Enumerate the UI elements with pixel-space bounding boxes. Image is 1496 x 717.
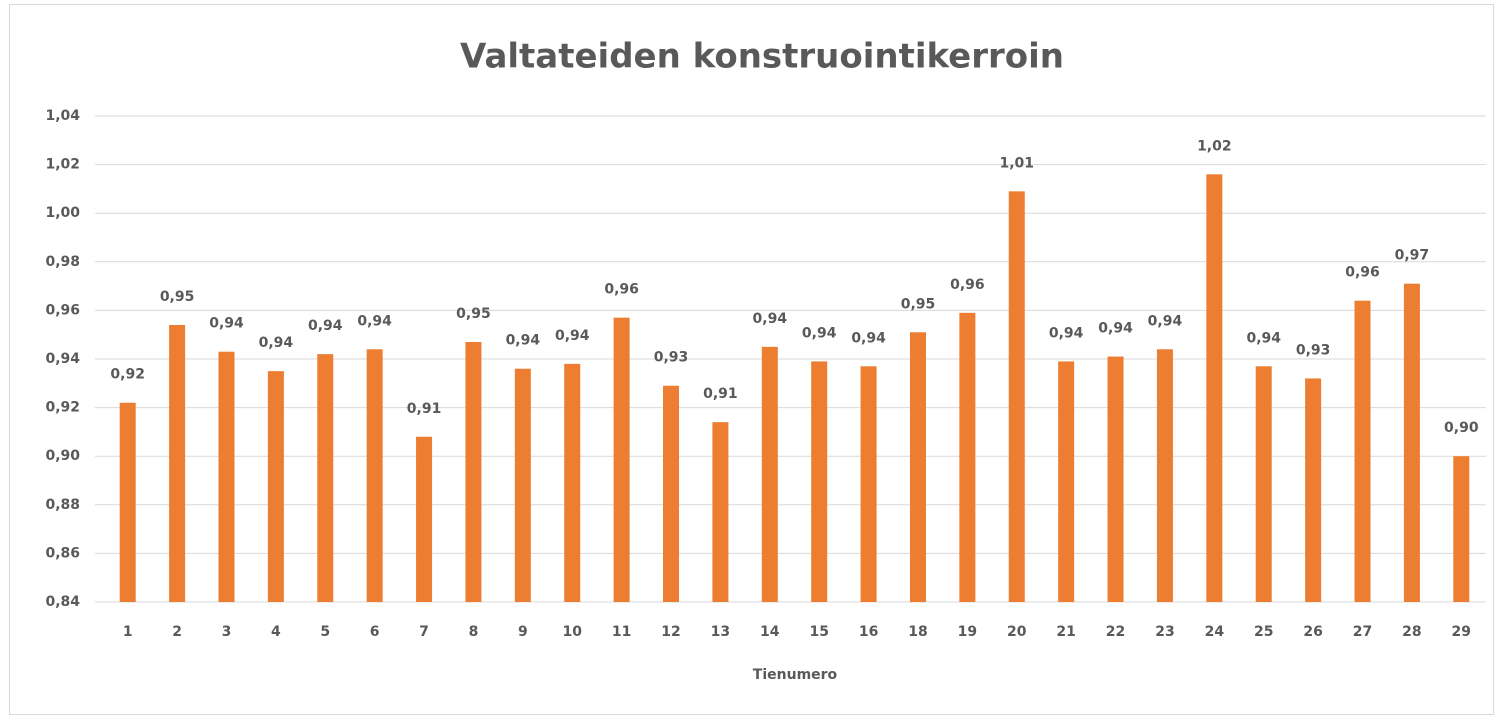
- y-tick-label: 0,90: [45, 448, 80, 464]
- x-tick-label: 9: [518, 624, 528, 640]
- y-tick-label: 0,98: [45, 254, 80, 270]
- bar: [514, 368, 531, 602]
- x-tick-label: 14: [760, 624, 780, 640]
- data-label: 0,94: [259, 335, 294, 351]
- x-tick-label: 22: [1106, 624, 1125, 640]
- data-label: 1,02: [1197, 138, 1232, 154]
- bar: [218, 351, 235, 602]
- data-label: 0,94: [357, 313, 392, 329]
- data-label: 0,96: [950, 277, 985, 293]
- y-tick-label: 0,92: [45, 400, 80, 416]
- x-tick-label: 21: [1056, 624, 1075, 640]
- data-label: 0,96: [604, 282, 639, 298]
- bar: [909, 332, 926, 602]
- data-label: 0,96: [1345, 265, 1380, 281]
- bar: [465, 341, 482, 602]
- bar: [761, 346, 778, 602]
- x-tick-label: 15: [809, 624, 828, 640]
- data-label: 0,90: [1444, 420, 1479, 436]
- data-label: 0,93: [654, 350, 689, 366]
- x-tick-label: 20: [1007, 624, 1027, 640]
- x-tick-label: 5: [320, 624, 330, 640]
- data-label: 0,94: [1148, 313, 1183, 329]
- data-label: 1,01: [999, 155, 1034, 171]
- data-label: 0,94: [1098, 321, 1133, 337]
- x-tick-label: 10: [562, 624, 582, 640]
- bar: [416, 436, 433, 602]
- x-tick-label: 26: [1303, 624, 1322, 640]
- y-tick-label: 1,04: [45, 108, 80, 124]
- x-tick-label: 23: [1155, 624, 1174, 640]
- x-tick-label: 6: [370, 624, 380, 640]
- bar: [613, 317, 630, 602]
- x-tick-label: 8: [469, 624, 479, 640]
- bar: [317, 354, 334, 602]
- x-tick-label: 13: [711, 624, 730, 640]
- x-axis-label: Tienumero: [753, 667, 838, 683]
- bar: [1206, 174, 1223, 602]
- data-label: 0,94: [753, 311, 788, 327]
- data-label: 0,94: [209, 316, 244, 332]
- y-tick-label: 0,84: [45, 594, 80, 610]
- x-tick-label: 29: [1452, 624, 1471, 640]
- bar: [1008, 191, 1025, 602]
- data-label: 0,94: [555, 328, 590, 344]
- x-tick-label: 27: [1353, 624, 1372, 640]
- bar: [1107, 356, 1124, 602]
- x-tick-label: 1: [123, 624, 133, 640]
- bar: [860, 366, 877, 602]
- chart-title: Valtateiden konstruointikerroin: [460, 37, 1064, 77]
- x-tick-label: 16: [859, 624, 878, 640]
- bar: [1453, 456, 1470, 602]
- data-label: 0,93: [1296, 342, 1331, 358]
- y-tick-label: 0,96: [45, 302, 80, 318]
- bar: [366, 349, 383, 602]
- data-label: 0,95: [160, 289, 195, 305]
- data-label: 0,94: [851, 330, 886, 346]
- data-label: 0,94: [802, 325, 837, 341]
- bar: [1255, 366, 1272, 602]
- bar: [119, 402, 136, 602]
- data-label: 0,92: [110, 367, 145, 383]
- data-label: 0,94: [308, 318, 343, 334]
- data-label: 0,97: [1395, 248, 1430, 264]
- y-tick-label: 0,86: [45, 545, 80, 561]
- x-tick-label: 28: [1402, 624, 1421, 640]
- x-tick-label: 2: [172, 624, 182, 640]
- x-tick-label: 11: [612, 624, 631, 640]
- bar: [811, 361, 828, 602]
- y-tick-label: 1,00: [45, 205, 80, 221]
- x-tick-label: 3: [222, 624, 232, 640]
- bar: [267, 371, 284, 602]
- data-label: 0,94: [1049, 325, 1084, 341]
- x-tick-label: 12: [661, 624, 680, 640]
- y-tick-label: 0,94: [45, 351, 80, 367]
- x-tick-label: 19: [958, 624, 977, 640]
- data-label: 0,94: [506, 333, 541, 349]
- y-tick-label: 1,02: [45, 157, 80, 173]
- bar: [564, 363, 581, 602]
- x-tick-label: 24: [1205, 624, 1225, 640]
- x-tick-label: 25: [1254, 624, 1273, 640]
- data-label: 0,94: [1246, 330, 1281, 346]
- bar: [712, 422, 729, 602]
- bar: [1305, 378, 1322, 602]
- bar: [1058, 361, 1075, 602]
- x-tick-label: 7: [419, 624, 429, 640]
- x-tick-label: 18: [908, 624, 927, 640]
- bar: [1354, 300, 1371, 602]
- data-label: 0,91: [703, 386, 738, 402]
- data-label: 0,91: [407, 401, 442, 417]
- bar: [663, 385, 680, 602]
- data-label: 0,95: [901, 296, 936, 312]
- y-tick-label: 0,88: [45, 497, 80, 513]
- bar: [169, 324, 186, 602]
- x-tick-label: 4: [271, 624, 281, 640]
- data-label: 0,95: [456, 306, 491, 322]
- bar: [959, 312, 976, 602]
- bar: [1403, 283, 1420, 602]
- bar: [1156, 349, 1173, 602]
